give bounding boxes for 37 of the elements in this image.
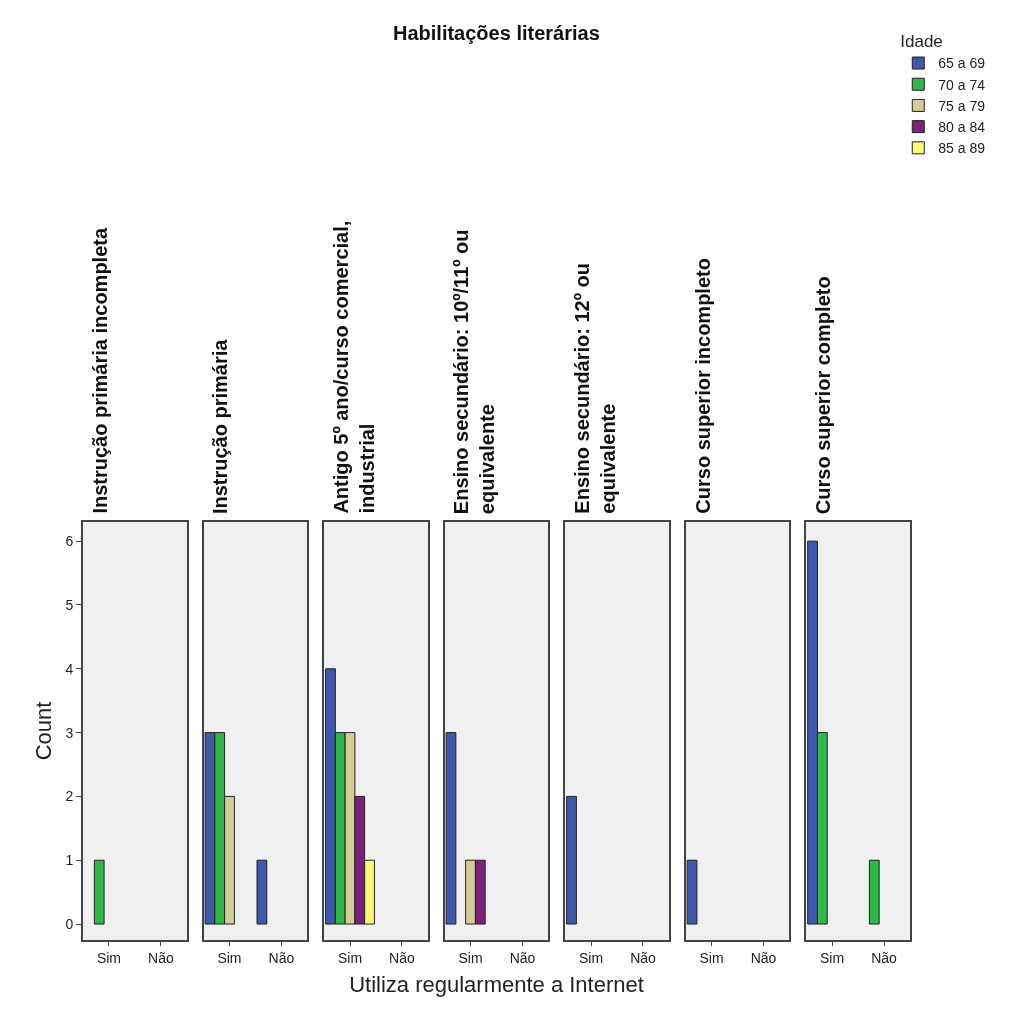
x-tick-label: Sim — [458, 949, 483, 966]
chart-title: Instrução primária — [209, 338, 232, 515]
legend-title: Idade — [900, 32, 943, 52]
text: Habilitações literárias — [393, 22, 600, 44]
x-tick-label: Não — [268, 949, 295, 966]
x-axis-title: Utiliza regularmente a Internet — [349, 972, 644, 998]
chart-title: Curso superior incompleto — [691, 258, 714, 514]
y-tick-label: 6 — [65, 533, 74, 550]
y-tick-label: 4 — [65, 660, 74, 677]
chart-title: Antigo 5º ano/curso comercial, industrial — [329, 220, 378, 514]
legend-label: 80 a 84 — [938, 119, 986, 136]
legend-label: 75 a 79 — [938, 97, 986, 114]
y-axis-title: Count — [30, 701, 56, 761]
legend-label: 70 a 74 — [938, 76, 986, 93]
y-tick-label: 0 — [65, 915, 74, 932]
y-tick-label: 3 — [65, 724, 74, 741]
x-tick-label: Não — [750, 949, 777, 966]
y-tick-label: 5 — [65, 596, 74, 613]
legend-label: 65 a 69 — [938, 55, 986, 72]
chart-title: Ensino secundário: 10º/11º ou equivalente — [450, 229, 499, 515]
y-tick-label: 2 — [65, 788, 74, 805]
x-tick-label: Não — [630, 949, 657, 966]
x-tick-label: Sim — [578, 949, 604, 966]
x-tick-label: Sim — [337, 949, 363, 966]
x-tick-label: Não — [509, 949, 536, 966]
x-tick-label: Não — [389, 949, 416, 966]
x-tick-label: Não — [871, 949, 898, 966]
x-tick-label: Não — [148, 949, 174, 966]
y-tick-label: 1 — [65, 852, 74, 869]
chart-title: Curso superior completo — [812, 276, 835, 515]
legend-label: 85 a 89 — [938, 140, 986, 157]
x-tick-label: Sim — [217, 949, 242, 966]
x-tick-label: Sim — [820, 949, 845, 966]
chart-title: Instrução primária incompleta — [88, 227, 111, 514]
chart-title: Ensino secundário: 12º ou equivalente — [570, 262, 619, 514]
x-tick-label: Sim — [699, 949, 724, 966]
x-tick-label: Sim — [96, 949, 122, 966]
